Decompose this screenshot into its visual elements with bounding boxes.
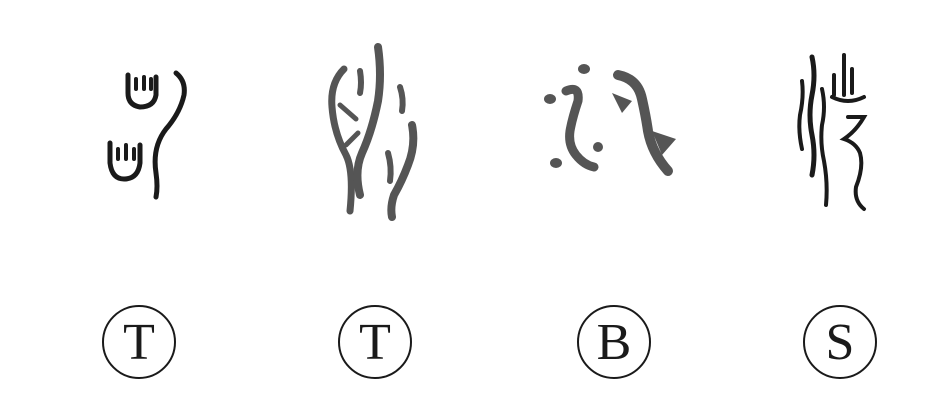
label-text: T: [359, 314, 391, 371]
circled-label-s: S: [803, 305, 877, 379]
circled-label-t: T: [102, 305, 176, 379]
circled-label-t: T: [338, 305, 412, 379]
oracle-bone-script-glyph-icon: [300, 35, 450, 225]
bronze-script-glyph-icon: [530, 35, 680, 225]
oracle-bone-script-glyph-icon: [68, 35, 218, 225]
circled-label-b: B: [577, 305, 651, 379]
seal-script-glyph-icon: [760, 35, 910, 225]
label-text: S: [825, 314, 855, 371]
label-text: B: [596, 314, 632, 371]
label-text: T: [123, 314, 155, 371]
